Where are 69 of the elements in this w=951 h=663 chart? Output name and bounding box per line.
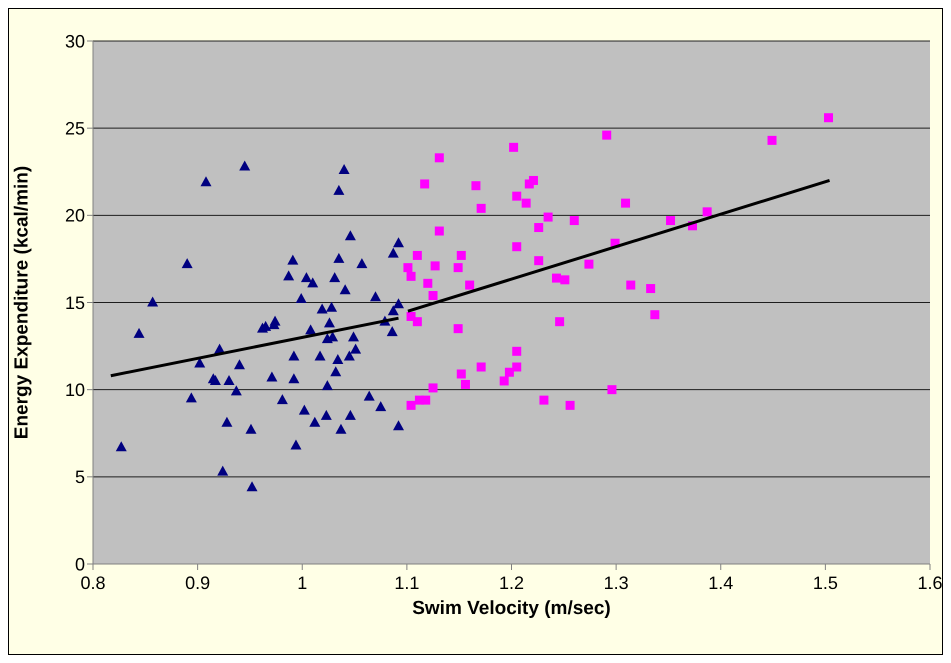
point	[534, 223, 544, 232]
point	[768, 136, 777, 145]
point	[512, 242, 522, 252]
y-axis-title: Energy Expenditure (kcal/min)	[12, 166, 33, 440]
point	[650, 310, 660, 320]
x-tick-label: 1.6	[917, 572, 943, 593]
point	[524, 179, 534, 188]
y-tick-label: 15	[64, 292, 85, 313]
point	[456, 250, 466, 260]
point	[560, 275, 570, 284]
point	[666, 216, 676, 226]
point	[406, 400, 416, 410]
point	[423, 278, 432, 288]
point	[412, 317, 422, 326]
point	[512, 362, 522, 372]
y-tick-label: 25	[64, 118, 85, 139]
point	[504, 368, 514, 377]
x-tick-label: 0.8	[80, 572, 106, 593]
point	[702, 207, 712, 216]
x-tick-label: 1.3	[604, 572, 629, 593]
y-tick-label: 30	[64, 31, 85, 52]
point	[430, 261, 440, 270]
point	[824, 113, 834, 122]
point	[465, 280, 474, 290]
point	[412, 250, 422, 260]
x-tick-label: 1.2	[498, 572, 524, 593]
point	[434, 153, 444, 162]
point	[403, 263, 412, 272]
point	[544, 212, 553, 222]
point	[584, 260, 594, 269]
y-tick-label: 0	[74, 554, 85, 574]
y-tick-label: 20	[64, 206, 85, 226]
point	[454, 263, 463, 272]
x-tick-label: 1.4	[708, 572, 734, 593]
point	[428, 291, 438, 300]
x-tick-label: 1.5	[812, 572, 838, 593]
point	[428, 383, 438, 392]
point	[460, 380, 470, 389]
point	[512, 192, 522, 201]
point	[421, 396, 430, 405]
point	[626, 280, 636, 290]
point	[534, 256, 544, 266]
y-tick-label: 10	[64, 380, 85, 400]
point	[522, 198, 531, 208]
point	[552, 274, 561, 283]
point	[621, 198, 630, 208]
point	[602, 130, 612, 140]
point	[476, 362, 486, 372]
x-tick-label: 0.9	[185, 572, 210, 593]
point	[512, 346, 522, 356]
x-tick-label: 1.1	[394, 572, 420, 593]
point	[509, 142, 518, 152]
x-axis-title: Swim Velocity (m/sec)	[412, 598, 611, 619]
point	[607, 385, 616, 394]
point	[500, 376, 509, 386]
point	[476, 204, 486, 213]
point	[555, 317, 564, 326]
point	[454, 324, 463, 334]
x-tick-label: 1	[297, 572, 308, 593]
y-tick-label: 5	[74, 467, 85, 488]
point	[566, 400, 575, 410]
point	[434, 226, 444, 236]
point	[539, 396, 548, 405]
point	[570, 216, 579, 226]
point	[456, 369, 466, 378]
point	[471, 181, 480, 190]
point	[406, 272, 416, 281]
point	[646, 284, 656, 294]
point	[420, 179, 430, 188]
